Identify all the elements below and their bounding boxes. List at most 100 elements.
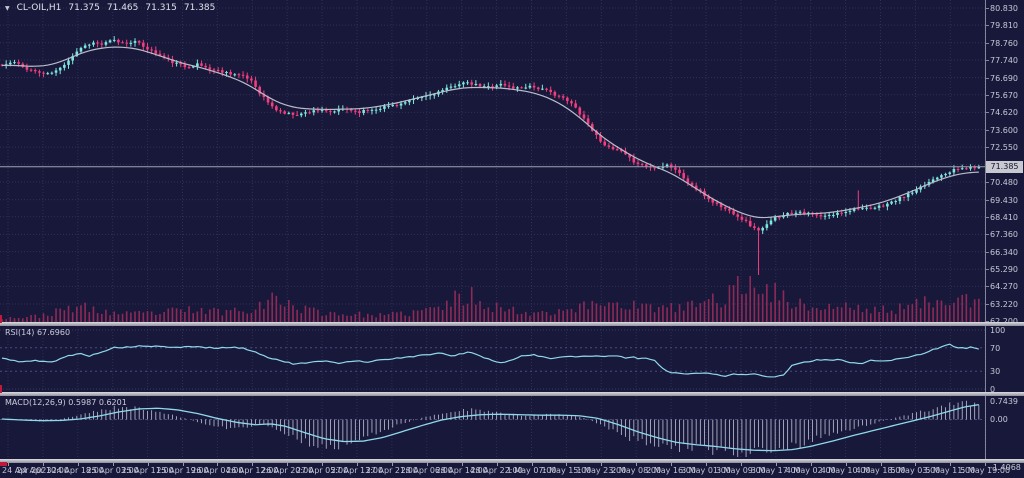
time-tick xyxy=(706,463,707,466)
time-axis-label: 3 May 01:00 xyxy=(681,466,731,475)
rsi-label: RSI(14) 67.6960 xyxy=(5,328,71,337)
macd-indicator-canvas[interactable] xyxy=(0,396,986,459)
ohlc-open: 71.375 xyxy=(68,3,100,13)
time-axis-label: 26 Apr 20:00 xyxy=(261,466,314,475)
price-axis-label: 73.600 xyxy=(986,125,1018,135)
time-tick xyxy=(671,463,673,466)
price-axis-label: 77.740 xyxy=(986,55,1018,65)
price-axis-label: 64.270 xyxy=(986,282,1018,292)
time-axis-label: 28 Apr 22:00 xyxy=(470,466,523,475)
price-axis-label: 76.690 xyxy=(986,73,1018,83)
price-axis-label: 68.410 xyxy=(986,212,1018,222)
price-axis-label: 75.670 xyxy=(986,90,1018,100)
time-tick xyxy=(461,463,463,466)
time-tick xyxy=(566,463,568,466)
time-tick xyxy=(915,463,917,466)
time-axis-label: 5 May 03:00 xyxy=(890,466,941,475)
time-axis-label: 27 Apr 05:00 xyxy=(296,466,349,475)
price-chart-canvas[interactable] xyxy=(0,0,986,324)
rsi-scale-label: 30 xyxy=(990,367,1001,377)
time-tick xyxy=(601,463,603,466)
splitter-macd-axis[interactable] xyxy=(0,459,1024,463)
ohlc-low: 71.315 xyxy=(145,3,177,13)
time-tick xyxy=(182,463,184,466)
time-axis-label: 1 May 07:00 xyxy=(506,466,557,475)
time-tick xyxy=(636,463,638,466)
time-tick xyxy=(287,463,289,466)
edge-marker xyxy=(0,462,7,466)
macd-min-label: -1.4068 xyxy=(990,463,1021,472)
time-axis-label: 1 May 23:00 xyxy=(576,466,627,475)
time-axis-label: 3 May 09:00 xyxy=(716,466,766,475)
price-axis-label: 79.810 xyxy=(986,21,1018,31)
time-tick xyxy=(112,463,114,466)
splitter-rsi-macd[interactable] xyxy=(0,392,1024,396)
time-axis-label: 27 Apr 13:00 xyxy=(330,466,384,475)
time-tick xyxy=(845,463,847,466)
ohlc-high: 71.465 xyxy=(106,3,139,13)
time-tick xyxy=(950,463,952,466)
time-axis-label: 26 Apr 04:00 xyxy=(191,466,244,475)
time-axis-label: 5 May 11:00 xyxy=(925,466,976,475)
time-axis-label: 25 Apr 11:00 xyxy=(121,466,174,475)
time-axis-label: 4 May 18:00 xyxy=(855,466,906,475)
time-tick xyxy=(8,463,9,466)
time-tick xyxy=(775,463,777,466)
time-axis-label: 2 May 08:00 xyxy=(611,466,662,475)
price-axis-label: 78.760 xyxy=(986,38,1018,48)
symbol-dropdown-icon[interactable]: ▼ xyxy=(5,4,10,12)
time-axis-label: 27 Apr 21:00 xyxy=(365,466,418,475)
edge-marker xyxy=(0,315,2,323)
time-tick xyxy=(531,463,533,466)
current-price-box: 71.385 xyxy=(986,160,1023,173)
time-axis-label: 24 Apr 18:00 xyxy=(51,466,104,475)
time-tick xyxy=(42,463,44,466)
time-tick xyxy=(77,463,79,466)
splitter-main-rsi[interactable] xyxy=(0,322,1024,326)
time-tick xyxy=(810,463,812,466)
macd-max-label: 0.7439 xyxy=(990,397,1018,406)
chart-title: ▼ CL-OIL,H1 71.375 71.465 71.315 71.385 xyxy=(5,3,215,13)
time-axis-label: 26 Apr 12:00 xyxy=(226,466,279,475)
time-axis-label: 4 May 10:00 xyxy=(820,466,871,475)
price-axis[interactable] xyxy=(985,0,1024,462)
time-axis-label: 5 May 19:00 xyxy=(960,466,1011,475)
time-axis-label: 4 May 02:00 xyxy=(785,466,836,475)
time-tick xyxy=(985,463,987,466)
symbol-name: CL-OIL,H1 xyxy=(16,3,62,13)
time-axis-label: 28 Apr 06:00 xyxy=(400,466,453,475)
price-axis-label: 65.290 xyxy=(986,265,1018,275)
price-axis-label: 62.200 xyxy=(986,317,1018,326)
ohlc-close: 71.385 xyxy=(183,3,216,13)
rsi-scale-label: 0 xyxy=(990,385,996,394)
time-tick xyxy=(322,463,324,466)
edge-marker xyxy=(0,385,2,393)
price-axis-label: 69.430 xyxy=(986,195,1018,205)
time-tick xyxy=(880,463,882,466)
time-axis-label: 24 Apr 2023 xyxy=(2,466,52,475)
time-tick xyxy=(740,463,742,466)
macd-label: MACD(12,26,9) 0.5987 0.6201 xyxy=(5,398,127,407)
time-tick xyxy=(426,463,428,466)
rsi-scale-label: 70 xyxy=(990,343,1001,353)
time-axis-label: 24 Apr 10:00 xyxy=(16,466,69,475)
time-tick xyxy=(357,463,358,466)
macd-zero-label: 0.00 xyxy=(990,415,1008,424)
time-tick xyxy=(391,463,393,466)
rsi-scale-label: 100 xyxy=(990,326,1006,335)
price-axis-label: 70.480 xyxy=(986,177,1018,187)
price-axis-label: 74.620 xyxy=(986,108,1018,118)
price-axis-label: 72.550 xyxy=(986,143,1018,153)
time-axis-label: 1 May 15:00 xyxy=(541,466,592,475)
price-axis-label: 67.360 xyxy=(986,230,1018,240)
time-axis-label: 28 Apr 14:00 xyxy=(435,466,488,475)
time-axis-label: 2 May 16:00 xyxy=(646,466,696,475)
time-axis-label: 25 Apr 03:00 xyxy=(86,466,139,475)
time-tick xyxy=(217,463,219,466)
price-axis-label: 80.830 xyxy=(986,4,1018,13)
time-axis-label: 3 May 17:00 xyxy=(750,466,801,475)
price-axis-label: 66.340 xyxy=(986,247,1018,257)
time-tick xyxy=(252,463,254,466)
rsi-indicator-canvas[interactable] xyxy=(0,326,986,392)
